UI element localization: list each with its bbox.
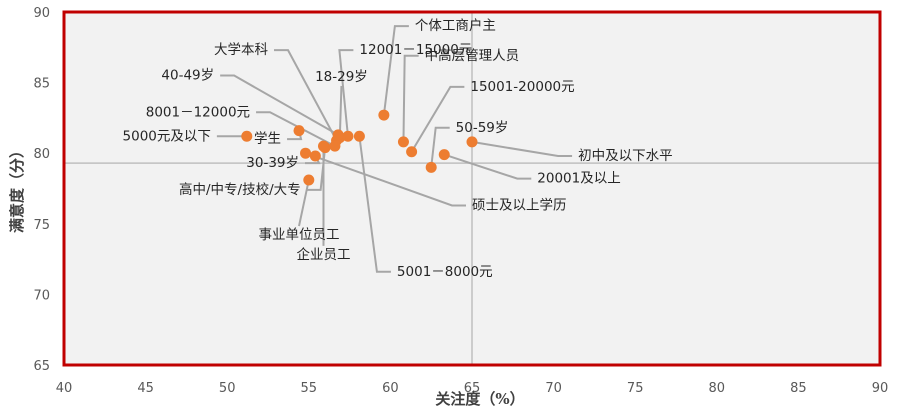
leader-lines xyxy=(216,25,573,273)
point-label: 8001－12000元 xyxy=(146,104,250,120)
data-point xyxy=(300,147,312,159)
x-tick-50: 50 xyxy=(219,381,236,396)
x-tick-60: 60 xyxy=(382,381,399,396)
data-point xyxy=(438,149,450,161)
point-label: 初中及以下水平 xyxy=(578,147,673,164)
leader-line xyxy=(443,153,532,180)
data-point xyxy=(293,125,305,137)
data-point xyxy=(317,140,329,152)
x-tick-85: 85 xyxy=(790,381,807,396)
y-tick-labels: 65 70 75 80 85 90 xyxy=(33,6,50,374)
data-point xyxy=(303,174,315,186)
data-point xyxy=(342,130,354,142)
y-axis-title: 满意度（分） xyxy=(8,143,26,233)
point-label: 中高层管理人员 xyxy=(425,47,520,64)
data-point xyxy=(397,136,409,148)
x-tick-70: 70 xyxy=(545,381,562,396)
x-tick-75: 75 xyxy=(627,381,644,396)
point-labels: 大学本科 12001－15000元 个体工商户主 18-29岁 中高层管理人员 40-49… xyxy=(123,17,673,280)
data-point xyxy=(378,109,390,121)
data-point xyxy=(332,129,344,141)
leader-line xyxy=(382,25,409,116)
data-point xyxy=(406,146,418,158)
x-tick-45: 45 xyxy=(137,381,154,396)
leader-line xyxy=(430,126,450,168)
x-tick-80: 80 xyxy=(709,381,726,396)
leader-line xyxy=(402,54,419,142)
x-tick-40: 40 xyxy=(56,381,73,396)
point-label: 50-59岁 xyxy=(456,120,509,136)
point-label: 个体工商户主 xyxy=(415,17,496,34)
point-label: 5001－8000元 xyxy=(397,264,493,280)
point-label: 40-49岁 xyxy=(161,68,214,84)
y-tick-85: 85 xyxy=(33,77,50,92)
leader-line xyxy=(220,74,339,136)
leader-line xyxy=(410,85,465,153)
leader-line xyxy=(298,179,310,227)
plot-frame xyxy=(62,10,882,367)
leader-line xyxy=(358,136,391,273)
point-label: 学生 xyxy=(254,131,281,147)
point-label: 30-39岁 xyxy=(246,155,299,171)
point-label: 15001-20000元 xyxy=(470,79,574,95)
y-tick-75: 75 xyxy=(33,218,50,233)
data-point xyxy=(241,130,253,142)
point-label: 企业员工 xyxy=(296,246,350,263)
x-axis-title: 关注度（%） xyxy=(435,390,524,408)
x-tick-labels: 40 45 50 55 60 65 70 75 80 85 90 xyxy=(56,381,889,396)
leader-line xyxy=(338,85,343,138)
point-label: 20001及以上 xyxy=(537,171,620,187)
data-point xyxy=(353,130,365,142)
point-label: 5000元及以下 xyxy=(123,128,211,144)
data-point xyxy=(309,150,321,162)
leader-line xyxy=(471,140,573,158)
x-tick-55: 55 xyxy=(301,381,318,396)
data-points xyxy=(241,109,478,186)
point-label: 硕士及以上学历 xyxy=(472,197,567,213)
leader-line xyxy=(305,152,466,207)
point-label: 高中/中专/技校/大专 xyxy=(179,181,301,198)
leader-line xyxy=(256,111,336,148)
y-tick-70: 70 xyxy=(33,288,50,303)
x-tick-65: 65 xyxy=(464,381,481,396)
y-tick-90: 90 xyxy=(33,6,50,21)
data-point xyxy=(329,140,341,152)
point-label: 事业单位员工 xyxy=(259,227,340,243)
point-label: 大学本科 xyxy=(214,42,268,58)
x-tick-90: 90 xyxy=(872,381,889,396)
data-point xyxy=(425,161,437,173)
y-tick-80: 80 xyxy=(33,147,50,162)
leader-line xyxy=(338,49,354,137)
leader-line xyxy=(274,49,338,141)
point-label: 12001－15000元 xyxy=(359,42,472,58)
point-label: 18-29岁 xyxy=(315,69,368,85)
y-tick-65: 65 xyxy=(33,359,50,374)
data-point xyxy=(466,136,478,148)
